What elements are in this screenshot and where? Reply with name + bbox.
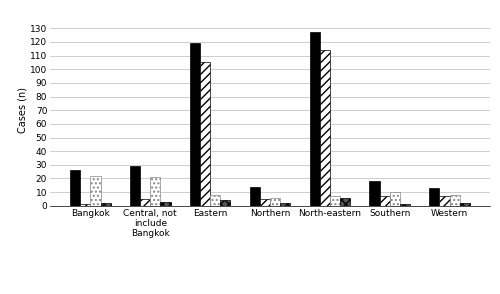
Bar [400, 204, 410, 206]
Bar [70, 170, 80, 206]
Bar [260, 199, 270, 206]
Bar [280, 203, 290, 206]
Bar [450, 195, 460, 206]
Bar [210, 195, 220, 206]
Bar [390, 192, 400, 206]
Bar [330, 196, 340, 206]
Bar [150, 177, 160, 206]
Bar [80, 204, 90, 206]
Bar [270, 198, 280, 206]
Bar [130, 166, 140, 206]
Bar [340, 198, 350, 206]
Bar [460, 203, 470, 206]
Bar [440, 196, 450, 206]
Y-axis label: Cases (n): Cases (n) [17, 87, 27, 133]
Bar [160, 202, 170, 206]
Bar [220, 200, 230, 206]
Bar [370, 181, 380, 206]
Bar [430, 188, 440, 206]
Bar [90, 176, 101, 206]
Bar [310, 32, 320, 206]
Bar [380, 196, 390, 206]
Bar [320, 50, 330, 206]
Bar [100, 203, 110, 206]
Bar [140, 199, 150, 206]
Bar [200, 63, 210, 206]
Bar [190, 43, 200, 206]
Bar [250, 187, 260, 206]
